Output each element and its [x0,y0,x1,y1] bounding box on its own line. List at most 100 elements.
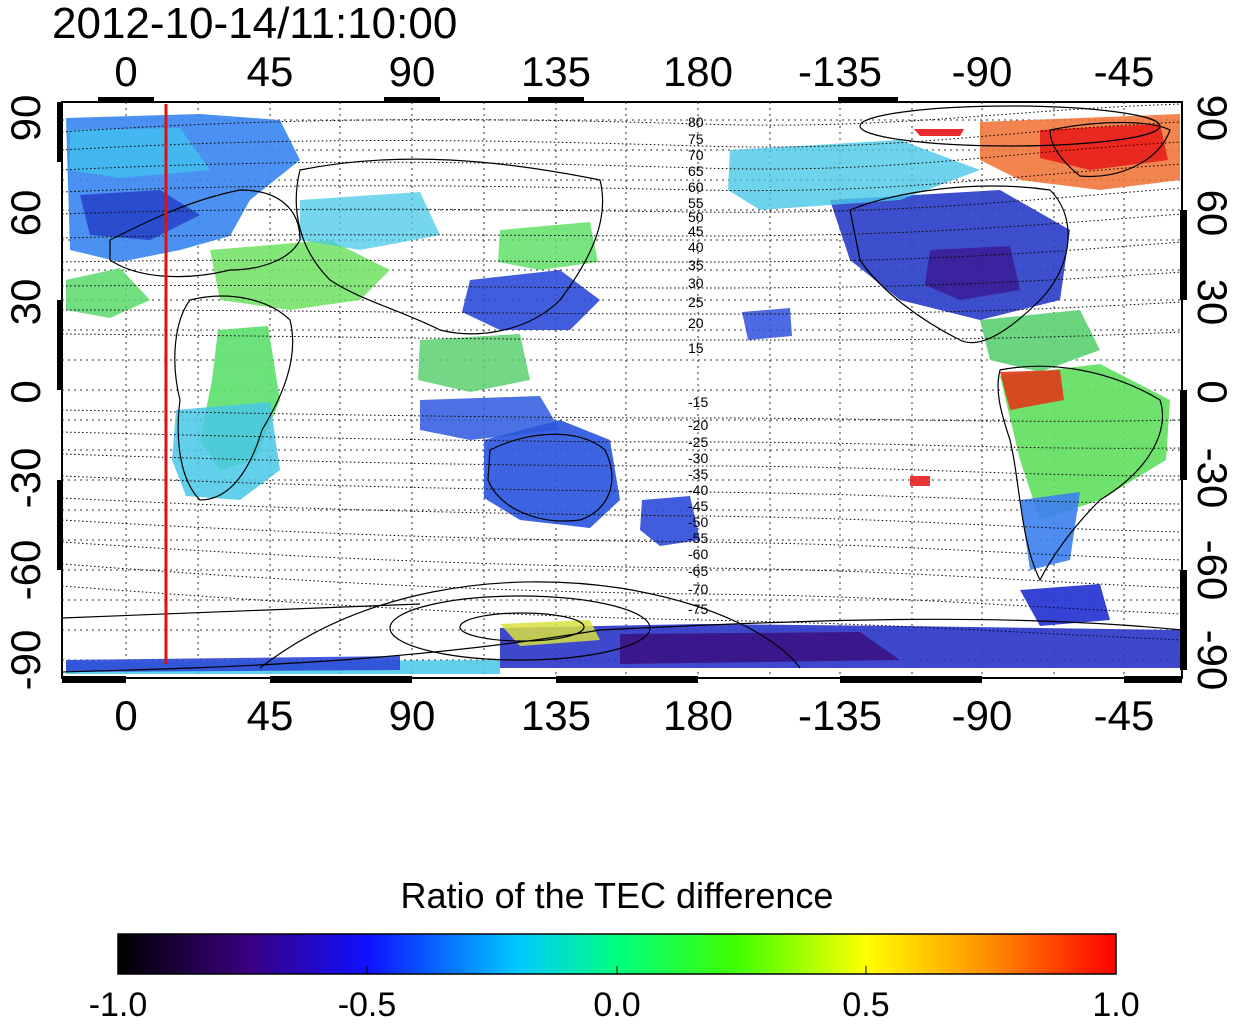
tec-patch-pacific-blue [742,308,792,340]
contour-label: 35 [688,257,704,273]
tec-patch-australia [484,420,620,528]
contour-line [61,103,1183,133]
tec-patch-nz [640,496,700,546]
tec-patch-central-america [980,310,1100,372]
contour-line [61,563,1183,615]
contour-label: 70 [688,147,704,163]
contour-line [61,541,1183,589]
bottom-lon-label: -45 [1094,692,1155,739]
right-lat-label: 0 [1189,380,1236,403]
colorbar-ticks [366,966,867,974]
coastlines [61,121,1183,673]
south-contour-arc [259,581,801,669]
top-lon-label: 0 [114,48,137,95]
top-tick-bar [528,97,584,103]
contour-label: -55 [688,530,708,546]
colorbar-tick-label: 1.0 [1092,986,1139,1024]
tec-data-patches [66,114,1180,674]
colorbar: Ratio of the TEC difference -1.0 -0.5 0.… [89,875,1140,1024]
south-pole-contour-inner [459,612,585,642]
colorbar-tick-label: 0.5 [842,986,889,1024]
right-latitude-labels: 90 60 30 0 -30 -60 -90 [1189,95,1236,691]
timestamp-title: 2012-10-14/11:10:00 [52,0,457,48]
contour-line [61,519,1183,561]
tec-patch-na-deep [925,246,1020,300]
tec-patch-sa-south [1020,492,1080,570]
tec-patch-sa-red [1000,370,1064,410]
magnetic-contours [61,103,1183,641]
bottom-longitude-labels: 0 45 90 135 180 -135 -90 -45 [114,692,1154,739]
bottom-tick-bar [840,676,982,683]
top-tick-bar [384,97,440,103]
contour-line [61,241,1183,263]
right-lat-label: 60 [1189,190,1236,237]
right-tick-bar [1180,570,1187,670]
top-lon-label: 45 [247,48,294,95]
left-tick-bar [57,480,63,570]
tec-patch-atlantic-green [66,268,150,318]
contour-line [61,431,1183,449]
contour-line [61,187,1183,215]
contour-label: 80 [688,114,704,130]
contour-label: 50 [688,209,704,225]
left-lat-label: -90 [2,630,49,691]
contour-label: 40 [688,239,704,255]
top-lon-label: -135 [798,48,882,95]
bottom-lon-label: -90 [952,692,1013,739]
bottom-tick-bar [62,676,126,683]
coastline-australia [487,433,613,522]
bottom-lon-label: 180 [663,692,733,739]
colorbar-title: Ratio of the TEC difference [401,875,834,916]
coastline-asia [295,158,604,335]
top-lon-label: -90 [952,48,1013,95]
colorbar-tick-label: -1.0 [89,986,148,1024]
contour-label: -25 [688,434,708,450]
contour-label: -45 [688,498,708,514]
tec-patch-indochina [418,334,530,392]
contour-line [61,409,1183,422]
contour-labels: 80 75 70 65 60 55 50 45 40 35 30 25 20 1… [688,114,708,617]
tec-patch-antarctic-west [66,656,400,672]
contour-label: -50 [688,514,708,530]
contour-line [61,163,1183,193]
right-lat-label: -60 [1189,540,1236,601]
coastline-africa [174,295,294,501]
right-lat-label: -90 [1189,630,1236,691]
left-lat-label: -60 [2,540,49,601]
colorbar-tick-label: 0.0 [593,986,640,1024]
bottom-lon-label: 90 [389,692,436,739]
tec-patch-indonesia [420,396,560,440]
south-contour-line [61,603,421,619]
contour-line [61,213,1183,239]
coastline-greenland [1049,121,1171,178]
left-lat-label: 90 [2,95,49,142]
coastline-antarctica [61,618,1183,673]
contour-label: -75 [688,601,708,617]
contour-label: 55 [688,195,704,211]
tec-patch-antarctic-deep [620,632,900,664]
contour-line [61,141,1183,171]
contour-label: 60 [688,179,704,195]
tec-patch-greenland-red [914,129,964,136]
tec-patch-japan [498,222,598,270]
top-lon-label: 180 [663,48,733,95]
right-lat-label: 30 [1189,279,1236,326]
contour-line [61,453,1183,477]
left-lat-label: 30 [2,279,49,326]
left-lat-label: 0 [2,380,49,403]
contour-label: -65 [688,563,708,579]
contour-line [61,301,1183,315]
tec-patch-antarctic-yellow [500,620,600,646]
top-longitude-labels: 0 45 90 135 180 -135 -90 -45 [114,48,1154,95]
contour-label: 65 [688,163,704,179]
left-tick-bar [57,300,63,390]
contour-label: 20 [688,315,704,331]
right-lat-label: -30 [1189,448,1236,509]
top-lon-label: 135 [521,48,591,95]
right-tick-bar [1180,390,1187,480]
left-latitude-labels: 90 60 30 0 -30 -60 -90 [2,95,49,691]
tec-patch-africa-south [172,402,280,500]
axis-tick-bars [57,97,1187,683]
tec-patch-europe-deep [80,190,200,240]
